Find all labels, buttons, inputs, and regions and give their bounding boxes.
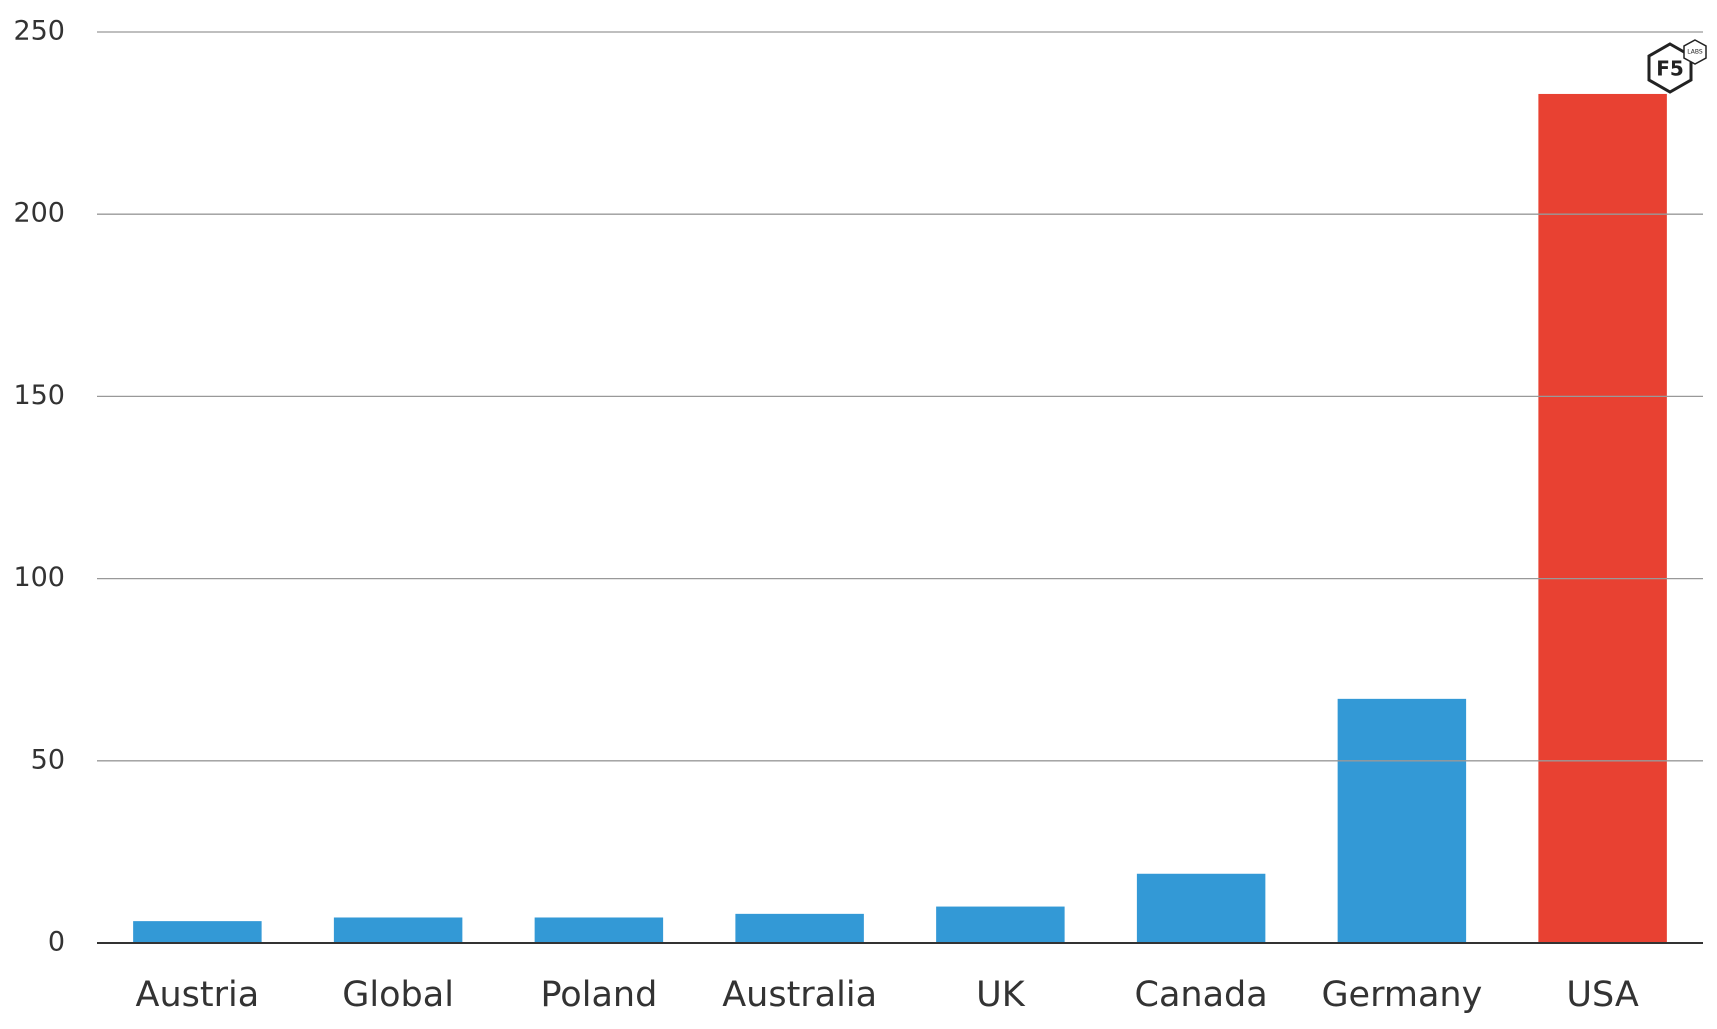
bar	[534, 917, 664, 943]
logo-subtext: LABS	[1687, 49, 1703, 56]
x-tick-label: Global	[342, 975, 454, 1015]
bar	[133, 921, 262, 943]
bar	[1337, 698, 1467, 943]
x-tick-label: Germany	[1321, 975, 1482, 1015]
logo-small-hexagon	[1683, 39, 1707, 65]
bar	[333, 917, 463, 943]
x-tick-label: UK	[976, 975, 1026, 1015]
y-tick-label: 150	[13, 380, 65, 411]
bar	[1136, 873, 1266, 943]
x-tick-label: Poland	[540, 975, 657, 1015]
logo: F5 LABS	[1647, 39, 1707, 94]
logo-text: F5	[1656, 57, 1684, 81]
bar	[735, 913, 864, 943]
y-tick-label: 0	[48, 927, 65, 958]
bar	[1538, 93, 1667, 943]
y-tick-label: 250	[13, 16, 65, 47]
bar	[936, 906, 1065, 943]
y-tick-label: 100	[13, 562, 65, 593]
x-tick-label: USA	[1566, 975, 1638, 1015]
x-tick-label: Canada	[1135, 975, 1268, 1015]
x-tick-label: Australia	[722, 975, 877, 1015]
y-tick-label: 50	[31, 744, 65, 775]
y-tick-label: 200	[13, 198, 65, 229]
x-tick-label: Austria	[136, 975, 260, 1015]
